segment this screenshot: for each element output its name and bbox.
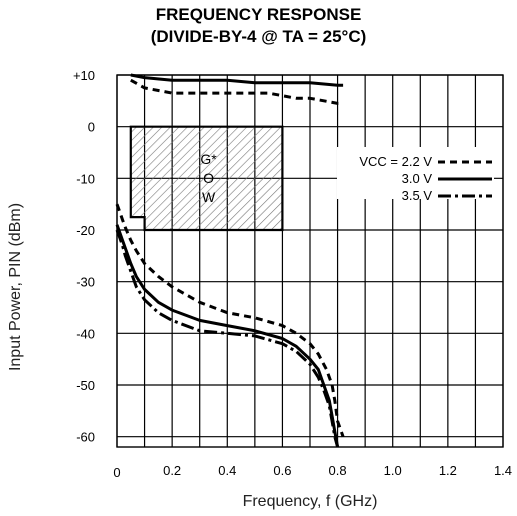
series-layer (115, 73, 345, 448)
series-line-0-upper (130, 78, 344, 105)
chart-title: FREQUENCY RESPONSE (155, 5, 362, 24)
legend: VCC = 2.2 V 3.0 V 3.5 V (337, 147, 494, 203)
gow-region (129, 125, 284, 232)
y-tick-label: -40 (76, 326, 95, 341)
gow-label: W (202, 189, 216, 205)
y-tick-label: +10 (73, 68, 95, 83)
x-tick-label: 0.4 (218, 463, 236, 478)
x-tick-label: 0.8 (329, 463, 347, 478)
y-axis-title: Input Power, PIN (dBm) (7, 203, 24, 371)
legend-label: VCC = 2.2 V (359, 154, 432, 169)
chart-subtitle: (DIVIDE-BY-4 @ TA = 25°C) (150, 27, 367, 46)
series-line-1-lower (115, 224, 340, 448)
y-tick-label: -30 (76, 275, 95, 290)
gow-region-layer: G* OW (129, 125, 284, 232)
y-tick-label: 0 (88, 120, 95, 135)
x-tick-label: 0.6 (273, 463, 291, 478)
grid-layer (116, 74, 504, 448)
tick-labels-layer: 0 0.2 0.4 0.6 0.8 1.0 1.2 1.4 +10 0 -10 -20 -30 -40 -5… (73, 68, 512, 480)
x-tick-label: 1.4 (494, 463, 512, 478)
x-tick-label: 0 (113, 465, 120, 480)
gow-label: G* (200, 151, 217, 167)
legend-label: 3.5 V (402, 188, 433, 203)
y-tick-label: -50 (76, 378, 95, 393)
legend-label: 3.0 V (402, 171, 433, 186)
x-tick-label: 0.2 (163, 463, 181, 478)
x-tick-label: 1.2 (439, 463, 457, 478)
x-axis-title: Frequency, f (GHz) (243, 493, 378, 510)
y-tick-label: -10 (76, 171, 95, 186)
series-line-2-lower (115, 229, 340, 448)
plot-frame (116, 74, 504, 448)
y-tick-label: -60 (76, 430, 95, 445)
legend-background (337, 147, 494, 199)
y-tick-label: -20 (76, 223, 95, 238)
x-tick-label: 1.0 (384, 463, 402, 478)
gow-label: O (203, 170, 214, 186)
series-line-1-upper (130, 73, 344, 87)
series-line-0-lower (115, 203, 345, 438)
